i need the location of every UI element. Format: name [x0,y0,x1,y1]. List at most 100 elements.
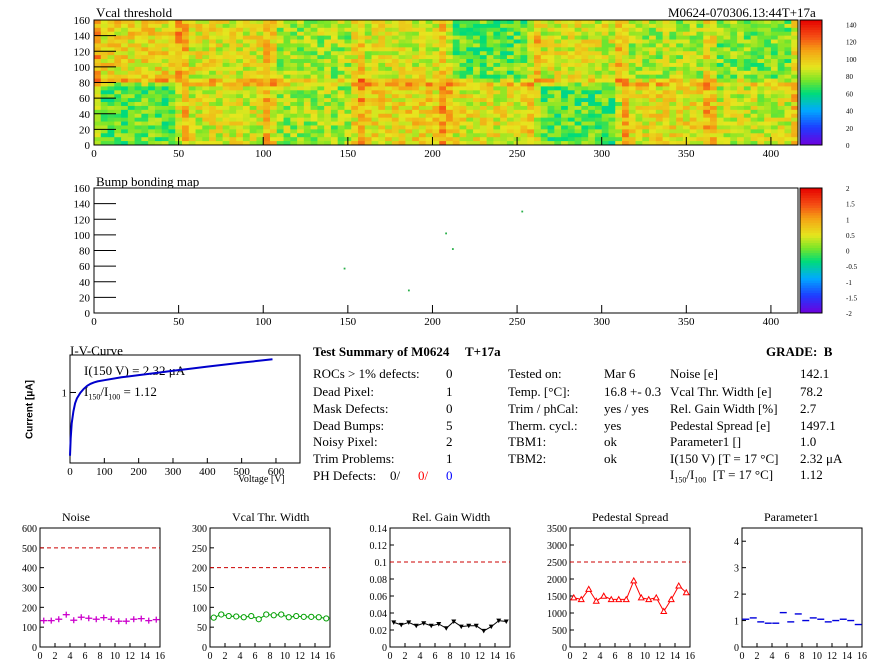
vcal-cell [446,70,454,76]
vcal-cell [317,109,325,115]
vcal-cell [175,51,183,56]
vcal-cell [114,129,122,134]
vcal-cell [263,23,271,29]
vcal-cell [242,43,251,48]
vcal-cell [100,90,108,95]
vcal-cell [574,137,582,142]
vcal-colorbar-swatch [800,107,822,111]
vcal-cell [588,109,596,115]
vcal-cell [710,51,718,56]
pedestal-title: Pedestal Spread [592,510,668,524]
vcal-cell [561,137,569,142]
vcal-cell [567,35,576,40]
vcal-cell [506,62,515,68]
vcal-cell [493,121,501,126]
vcal-cell [689,121,697,126]
vcal-cell [195,141,203,146]
vcal-cell [486,43,494,48]
vcal-cell [378,102,386,107]
vcal-cell [547,59,555,64]
bump-colorbar-swatch [800,280,822,284]
vcal-cell [385,70,393,76]
vcal-cell [378,94,386,99]
vcal-cell [188,86,196,91]
bump-colorbar-swatch [800,248,822,251]
vcal-cell [168,66,176,72]
vcal-cell [358,55,366,60]
vcal-cell [425,70,433,76]
gainwidth-point [481,628,487,634]
vcal-cell [723,23,731,29]
vcal-cell [263,121,271,126]
vcal-cell [310,102,318,107]
vcal-cell [764,39,772,44]
vcal-cell [743,27,752,33]
param1-y-tick-label: 1 [734,617,739,628]
vcal-cell [94,55,102,60]
vcal-cell [649,82,657,87]
vcal-cell [628,43,636,48]
vcal-cell [303,70,312,76]
pedestal-x-tick-label: 0 [568,651,573,662]
vcal-cell [297,98,305,103]
vcal-cell [310,105,318,111]
vcal-cell [371,70,379,76]
vcal-cell [669,86,677,91]
vcal-cell [344,86,352,91]
vcal-cell [297,59,305,64]
vcal-cell [351,62,359,68]
vcal-cell [547,86,555,91]
vcal-cell [723,105,731,111]
vcal-cell [446,35,454,40]
vcal-cell [256,20,264,25]
vcal-cell [134,70,142,76]
vcal-cell [676,62,684,68]
vcal-cell [635,43,643,48]
vcal-cell [141,51,149,56]
vcal-cell [249,125,257,130]
vcal-cell [242,133,251,138]
vcal-cell [479,31,488,37]
vcal-cell [655,137,664,142]
vcal-cell [527,109,535,115]
vcal-cell [222,121,230,126]
vcal-cell [100,113,108,119]
vcal-cell [601,20,609,25]
vcal-cell [466,82,474,87]
vcal-cell [615,113,623,119]
vcal-colorbar-swatch [800,85,822,88]
vcal-cell [127,27,136,33]
vcal-cell [770,109,779,115]
vcal-cell [682,66,691,72]
vcal-cell [229,98,237,103]
param1-x-tick-label: 0 [740,651,745,662]
vcal-cell [777,43,785,48]
vcal-cell [134,43,142,48]
vcal-cell [317,31,325,37]
bump-colorbar-label: -1.5 [846,294,858,302]
vcal-cell [209,129,217,134]
vcal-cell [324,70,332,76]
vcal-cell [283,31,291,37]
vcal-cell [689,82,697,87]
vcal-cell [161,70,169,76]
vcal-cell [642,39,650,44]
vcal-cell [100,39,108,44]
vcal-cell [391,109,400,115]
vcal-colorbar-swatch [800,30,822,33]
vcal-cell [757,82,765,87]
vcal-cell [764,82,772,87]
vcal-cell [710,27,718,33]
vcal-cell [500,82,508,87]
vcal-cell [527,102,535,107]
vcal-cell [175,98,183,103]
vcal-cell [276,98,284,103]
vcal-cell [405,94,413,99]
vcal-cell [466,78,474,83]
vcal-cell [94,35,102,40]
vcal-cell [662,70,670,76]
vcal-cell [256,59,264,64]
vcal-cell [770,113,779,119]
pedestal-point [570,593,578,601]
vcal-cell [777,55,785,60]
